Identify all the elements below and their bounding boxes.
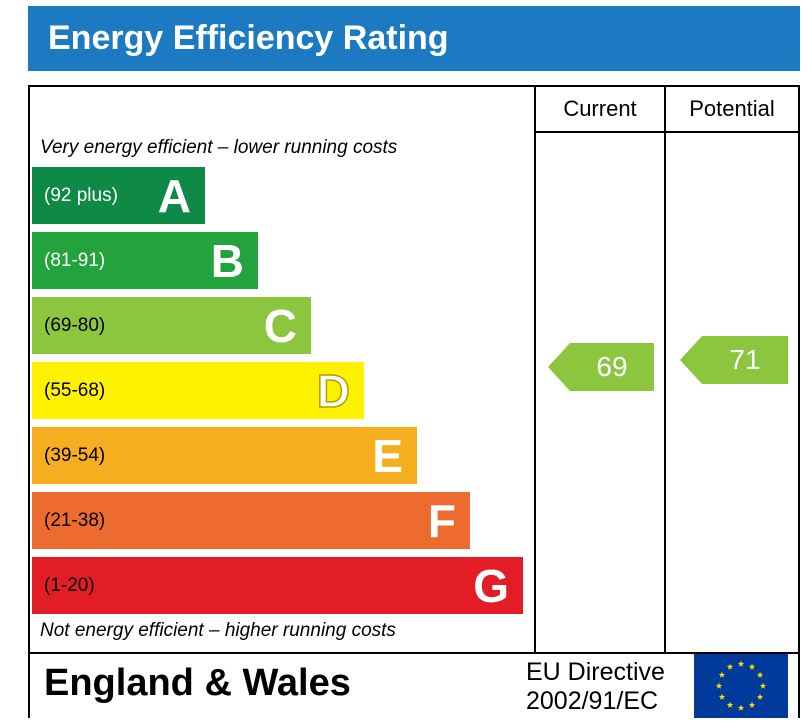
band-letter-e: E [372,430,403,482]
eu-star-icon [748,663,756,670]
band-letter-a: A [157,170,191,222]
band-e: (39-54) E [32,427,417,484]
divider-current [534,87,536,652]
band-g: (1-20) G [32,557,523,614]
directive-line-1: EU Directive [526,658,665,686]
header-divider [536,131,798,133]
directive-line-2: 2002/91/EC [526,687,659,715]
title-bar: Energy Efficiency Rating [28,6,800,71]
eu-star-icon [718,693,726,700]
column-header-potential: Potential [689,96,775,121]
band-range-c: (69-80) [44,315,106,336]
band-range-a: (92 plus) [44,185,118,206]
current-arrow: 69 [548,343,654,391]
eu-star-icon [756,671,764,678]
band-b: (81-91) B [32,232,258,289]
chart-title: Energy Efficiency Rating [48,19,449,57]
band-range-f: (21-38) [44,510,106,531]
directive-label: EU Directive 2002/91/EC [526,658,665,716]
current-rating-value: 69 [596,351,628,382]
current-arrow-shape [548,343,654,391]
eu-star-icon [726,663,734,670]
current-arrow-polygon [548,343,654,391]
potential-arrow-shape [680,336,788,384]
potential-rating-value: 71 [729,344,761,375]
footer: England & Wales EU Directive 2002/91/EC [28,650,800,718]
band-letter-d: D [316,364,351,418]
band-letter-g: G [473,560,509,612]
eu-star-icon [759,682,767,689]
band-range-g: (1-20) [44,575,95,596]
eu-star-icon [715,682,723,689]
band-range-e: (39-54) [44,445,106,466]
potential-arrow-polygon [680,336,788,384]
country-label: England & Wales [44,662,351,704]
column-header-current: Current [563,96,637,121]
potential-arrow: 71 [680,336,788,384]
band-letter-b: B [210,235,244,287]
eu-star-icon [748,701,756,708]
band-a: (92 plus) A [32,167,205,224]
caption-efficient: Very energy efficient – lower running co… [40,137,398,158]
eu-flag-stars [715,660,767,711]
band-range-d: (55-68) [44,380,106,401]
band-range-b: (81-91) [44,250,106,271]
band-d: (55-68) D [32,362,364,419]
eu-star-icon [737,704,745,711]
band-letter-f: F [427,495,456,547]
band-c: (69-80) C [32,297,311,354]
eu-star-icon [737,660,745,667]
eu-flag-icon [694,654,788,718]
eu-star-icon [718,671,726,678]
caption-inefficient: Not energy efficient – higher running co… [40,620,396,641]
rating-frame: Current Potential Very energy efficient … [28,85,800,654]
eu-star-icon [756,693,764,700]
band-letter-c: C [263,300,297,352]
band-f: (21-38) F [32,492,470,549]
eu-star-icon [726,701,734,708]
divider-potential [664,87,666,652]
